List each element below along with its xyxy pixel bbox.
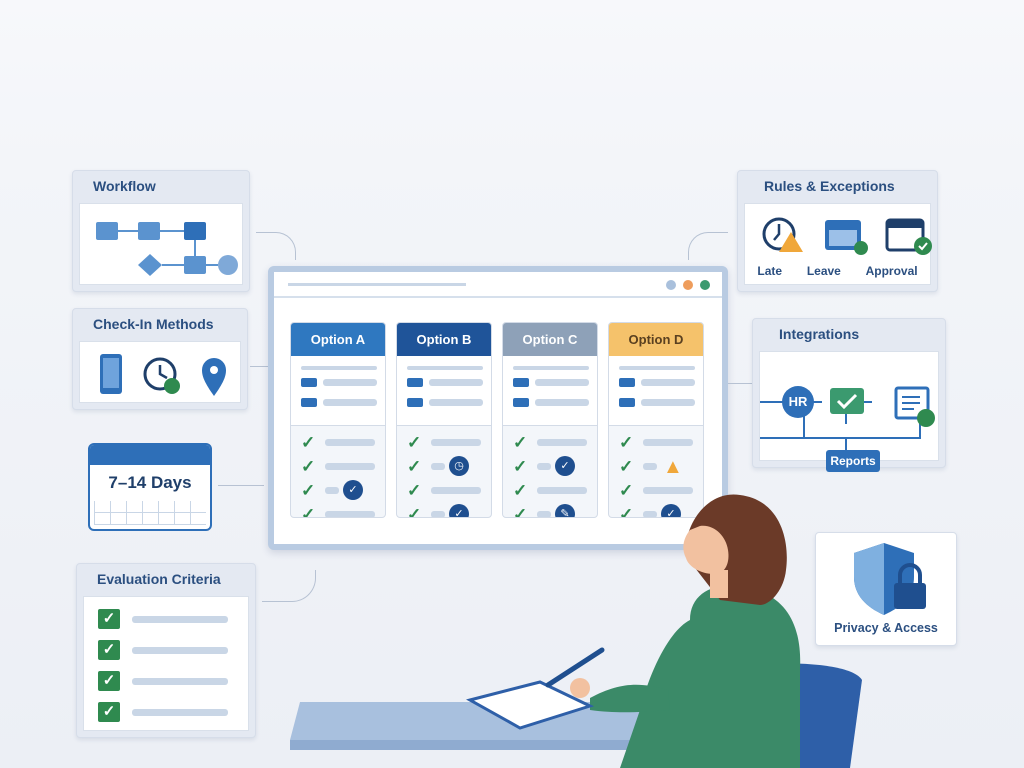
check-icon: ✓ [513,433,528,452]
check-icon: ✓ [513,505,528,518]
check-icon: ✓ [619,505,634,518]
criteria-item: ✓ [98,609,228,629]
location-pin-icon [202,358,226,396]
clock-icon [143,357,180,394]
rule-label-leave: Leave [806,264,841,278]
criteria-item: ✓ [98,640,228,660]
option-column[interactable]: Option C ✓ ✓ ✓ ✓ ✓ ✎ [502,322,598,518]
window-dot-2[interactable] [700,280,710,290]
option-header[interactable]: Option C [503,323,597,356]
checkin-title: Check-In Methods [93,316,214,332]
check-icon: ✓ [513,481,528,500]
integrations-title: Integrations [779,326,860,342]
check-badge-icon: ✓ [555,456,575,476]
option-column[interactable]: Option B ✓ ✓ ◷ ✓ ✓ ✓ [396,322,492,518]
privacy-title: Privacy & Access [834,621,938,635]
rules-exceptions-card: Rules & Exceptions Late Leave Approval [737,170,938,292]
check-icon: ✓ [301,457,316,476]
window-dot-0[interactable] [666,280,676,290]
warning-icon: ▲ [663,456,683,478]
phone-icon [100,354,122,394]
check-icon: ✓ [301,433,316,452]
evaluation-title: Evaluation Criteria [97,571,221,587]
checkbox-checked-icon: ✓ [98,609,120,629]
check-icon: ✓ [619,433,634,452]
option-header[interactable]: Option A [291,323,385,356]
checkbox-checked-icon: ✓ [98,640,120,660]
check-icon: ✓ [301,481,316,500]
checkbox-checked-icon: ✓ [98,702,120,722]
approval-check-node [830,388,864,414]
option-header[interactable]: Option B [397,323,491,356]
check-badge-icon: ✓ [449,504,469,517]
woman-at-desk-illustration [290,494,862,768]
check-badge-icon: ✓ [661,504,681,517]
criteria-item: ✓ [98,702,228,722]
reports-node: Reports [826,450,880,472]
document-check-icon [894,386,935,427]
rules-title: Rules & Exceptions [764,178,895,194]
hr-node [782,386,814,418]
rule-label-approval: Approval [865,264,918,278]
comparison-window: Option A ✓ ✓ ✓ ✓ ✓ Option B ✓ ✓ ◷ ✓ ✓ ✓ Option C … [268,266,728,550]
calendar-check-icon [825,220,868,255]
calendar-7-14-days: 7–14 Days [88,443,212,531]
criteria-item: ✓ [98,671,228,691]
option-header[interactable]: Option D [609,323,703,356]
checkin-methods-card: Check-In Methods [72,308,248,410]
workflow-title: Workflow [93,178,156,194]
evaluation-criteria-card: Evaluation Criteria ✓ ✓ ✓ ✓ [76,563,256,738]
calendar-approval-icon [885,218,932,255]
check-icon: ✓ [619,481,634,500]
check-icon: ✓ [407,481,422,500]
check-icon: ✓ [407,433,422,452]
rule-label-late: Late [757,264,783,278]
option-column[interactable]: Option D ✓ ✓ ▲ ✓ ✓ ✓ [608,322,704,518]
check-icon: ✓ [619,457,634,476]
privacy-access-card: Privacy & Access [815,532,957,646]
workflow-card: Workflow [72,170,250,292]
calendar-label: 7–14 Days [108,473,192,492]
shield-lock-icon [854,543,926,615]
clock-warning-icon [762,217,803,252]
workflow-diagram-icon [96,222,238,276]
option-column[interactable]: Option A ✓ ✓ ✓ ✓ ✓ [290,322,386,518]
check-icon: ✓ [407,505,422,518]
checkbox-checked-icon: ✓ [98,671,120,691]
pen-badge-icon: ✎ [555,504,575,517]
check-icon: ✓ [407,457,422,476]
window-dot-1[interactable] [683,280,693,290]
hr-label: HR [788,394,808,409]
check-icon: ✓ [513,457,528,476]
integrations-card: Integrations HR Reports [752,318,946,472]
check-badge-icon: ✓ [343,480,363,500]
check-icon: ✓ [301,505,316,518]
clock-badge-icon: ◷ [449,456,469,476]
